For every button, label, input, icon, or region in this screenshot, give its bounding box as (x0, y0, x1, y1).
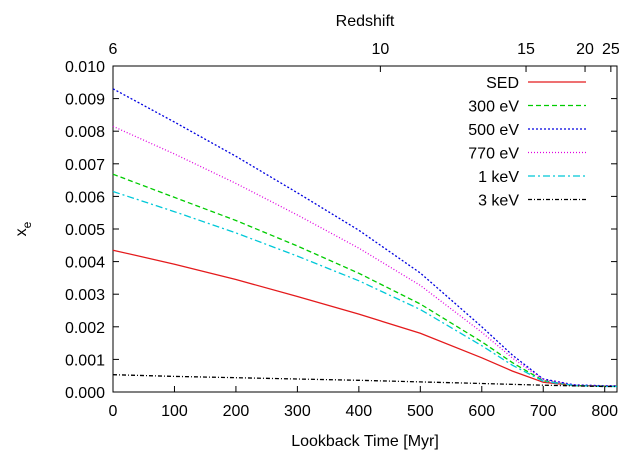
x-axis-title: Lookback Time [Myr] (291, 433, 439, 450)
x-tick-label: 300 (284, 403, 311, 420)
top-axis-title: Redshift (336, 13, 395, 30)
series-line-3 (112, 125, 617, 387)
x-tick-label: 400 (346, 403, 373, 420)
top-tick-label: 25 (602, 41, 619, 58)
legend-label: 1 keV (478, 169, 519, 186)
legend-label: SED (486, 75, 519, 92)
y-tick-label: 0.003 (65, 287, 105, 304)
plot-frame (112, 65, 618, 393)
y-tick-label: 0.001 (65, 352, 105, 369)
y-axis-title: xe (13, 221, 34, 236)
legend: SED 300 eV 500 eV 770 eV 1 keV 3 keV (468, 75, 586, 210)
top-tick-label: 10 (371, 41, 389, 58)
y-tick-label: 0.000 (65, 385, 105, 402)
series-line-1 (112, 173, 617, 387)
y-tick-label: 0.002 (65, 320, 105, 337)
y-tick-label: 0.005 (65, 222, 105, 239)
axes: 0 100 200 300 400 500 600 700 800 0.000 0.001 0.002… (65, 41, 619, 420)
legend-label: 300 eV (468, 99, 519, 116)
x-tick-label: 500 (407, 403, 434, 420)
y-tick-label: 0.007 (65, 157, 105, 174)
x-tick-label: 0 (109, 403, 118, 420)
x-tick-label: 100 (161, 403, 188, 420)
top-tick-label: 15 (517, 41, 535, 58)
y-tick-label: 0.009 (65, 92, 105, 109)
series-line-2 (112, 88, 617, 387)
x-tick-label: 600 (468, 403, 495, 420)
y-tick-label: 0.008 (65, 124, 105, 141)
svg-text:xe: xe (13, 221, 34, 236)
y-tick-label: 0.006 (65, 189, 105, 206)
series-group (112, 88, 617, 388)
x-tick-label: 800 (591, 403, 618, 420)
series-line-4 (112, 190, 617, 388)
series-line-5 (112, 374, 617, 388)
y-axis-title-subscript: e (20, 221, 34, 228)
y-tick-label: 0.004 (65, 255, 105, 272)
x-tick-label: 700 (530, 403, 557, 420)
series-line-0 (112, 249, 617, 387)
top-tick-label: 20 (576, 41, 594, 58)
y-axis-title-main: x (13, 228, 30, 236)
y-tick-label: 0.010 (65, 59, 105, 76)
legend-label: 500 eV (468, 122, 519, 139)
x-tick-label: 200 (223, 403, 250, 420)
top-tick-label: 6 (109, 41, 118, 58)
legend-label: 770 eV (468, 146, 519, 163)
legend-label: 3 keV (478, 193, 519, 210)
